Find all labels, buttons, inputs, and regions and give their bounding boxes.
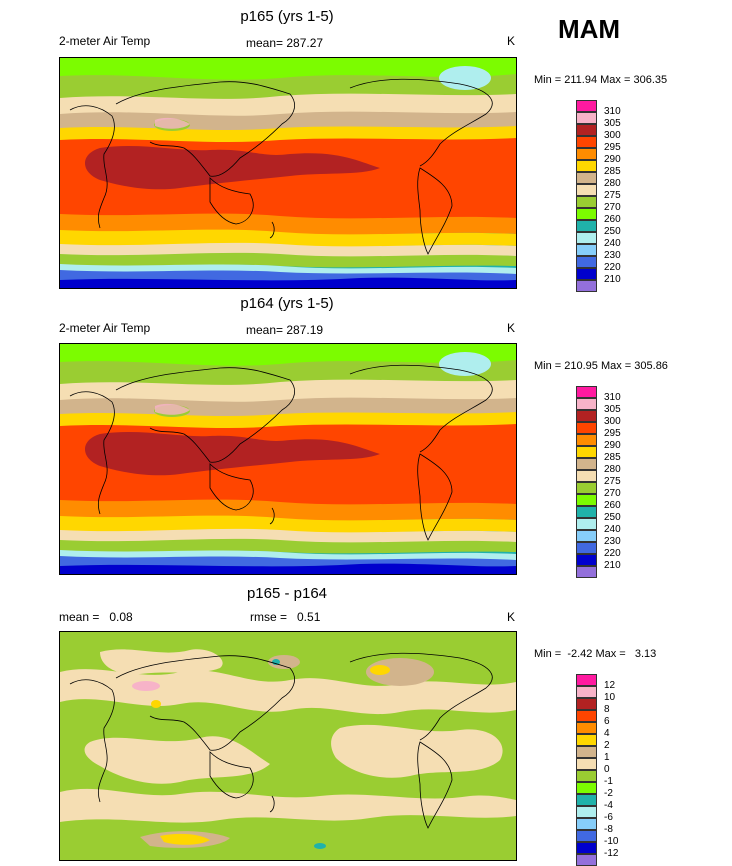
panel-3-title: p165 - p164 — [246, 585, 328, 602]
panel-1-tick: 210 — [604, 274, 621, 285]
panel-1-tick: 250 — [604, 226, 621, 237]
panel-2-tick: 310 — [604, 392, 621, 403]
panel-1-temperature-field — [60, 58, 516, 288]
panel-1-mean: mean= 287.27 — [246, 36, 324, 50]
panel-2-colorbar: 310 305 300 295 290 285 280 275 270 260 … — [576, 386, 666, 578]
panel-3-tick: 10 — [604, 692, 616, 703]
panel-1-tick: 310 — [604, 106, 621, 117]
season-label: MAM — [558, 14, 621, 44]
panel-1-tick: 260 — [604, 214, 621, 225]
panel-2-map — [59, 343, 517, 575]
panel-3-units: K — [507, 610, 516, 624]
panel-2-tick: 270 — [604, 488, 621, 499]
panel-1-tick: 230 — [604, 250, 621, 261]
panel-1-minmax: Min = 211.94 Max = 306.35 — [534, 74, 668, 86]
panel-3-tick: 0 — [604, 764, 610, 775]
panel-1-title: p165 (yrs 1-5) — [240, 8, 334, 25]
panel-1-variable-label: 2-meter Air Temp — [59, 34, 151, 48]
panel-2-tick: 280 — [604, 464, 621, 475]
panel-1-map — [59, 57, 517, 289]
panel-3-tick: -8 — [604, 824, 613, 835]
panel-3-map — [59, 631, 517, 861]
panel-3-tick: 2 — [604, 740, 610, 751]
panel-1-units: K — [507, 34, 516, 48]
panel-3-difference-field — [60, 632, 516, 860]
panel-1-tick: 295 — [604, 142, 621, 153]
panel-3-mean: mean = 0.08 — [59, 610, 133, 624]
panel-3-tick: 8 — [604, 704, 610, 715]
panel-3-minmax: Min = -2.42 Max = 3.13 — [534, 648, 657, 660]
panel-2-tick: 275 — [604, 476, 621, 487]
panel-2-minmax: Min = 210.95 Max = 305.86 — [534, 360, 668, 372]
panel-2-tick: 295 — [604, 428, 621, 439]
panel-2-units: K — [507, 321, 516, 335]
panel-1-tick: 275 — [604, 190, 621, 201]
panel-3-tick: -4 — [604, 800, 613, 811]
panel-2-tick: 305 — [604, 404, 621, 415]
panel-1-tick: 300 — [604, 130, 621, 141]
panel-2-tick: 300 — [604, 416, 621, 427]
panel-3-tick: 12 — [604, 680, 616, 691]
panel-3-rmse: rmse = 0.51 — [250, 610, 321, 624]
panel-2-temperature-field — [60, 344, 516, 574]
panel-3-tick: -6 — [604, 812, 613, 823]
panel-2-mean: mean= 287.19 — [246, 323, 324, 337]
panel-1-colorbar: 310 305 300 295 290 285 280 275 270 260 … — [576, 100, 666, 292]
panel-3-tick: 1 — [604, 752, 610, 763]
panel-2-variable-label: 2-meter Air Temp — [59, 321, 151, 335]
panel-1-tick: 280 — [604, 178, 621, 189]
panel-3-tick: -10 — [604, 836, 619, 847]
panel-2-tick: 285 — [604, 452, 621, 463]
panel-2-tick: 220 — [604, 548, 621, 559]
panel-3-tick: -2 — [604, 788, 613, 799]
panel-2-tick: 210 — [604, 560, 621, 571]
panel-2-tick: 240 — [604, 524, 621, 535]
panel-1-tick: 220 — [604, 262, 621, 273]
panel-1-tick: 290 — [604, 154, 621, 165]
panel-3-tick: -12 — [604, 848, 619, 859]
panel-2-tick: 230 — [604, 536, 621, 547]
panel-1-tick: 240 — [604, 238, 621, 249]
panel-3-tick: -1 — [604, 776, 613, 787]
panel-1-tick: 270 — [604, 202, 621, 213]
panel-3-colorbar: 12 10 8 6 4 2 1 0 -1 -2 -4 -6 -8 -10 -12 — [576, 674, 666, 866]
panel-1-tick: 305 — [604, 118, 621, 129]
panel-2-tick: 250 — [604, 512, 621, 523]
panel-2-title: p164 (yrs 1-5) — [240, 295, 334, 312]
panel-3-tick: 6 — [604, 716, 610, 727]
panel-2-tick: 260 — [604, 500, 621, 511]
panel-2-tick: 290 — [604, 440, 621, 451]
panel-1-tick: 285 — [604, 166, 621, 177]
panel-3-tick: 4 — [604, 728, 610, 739]
